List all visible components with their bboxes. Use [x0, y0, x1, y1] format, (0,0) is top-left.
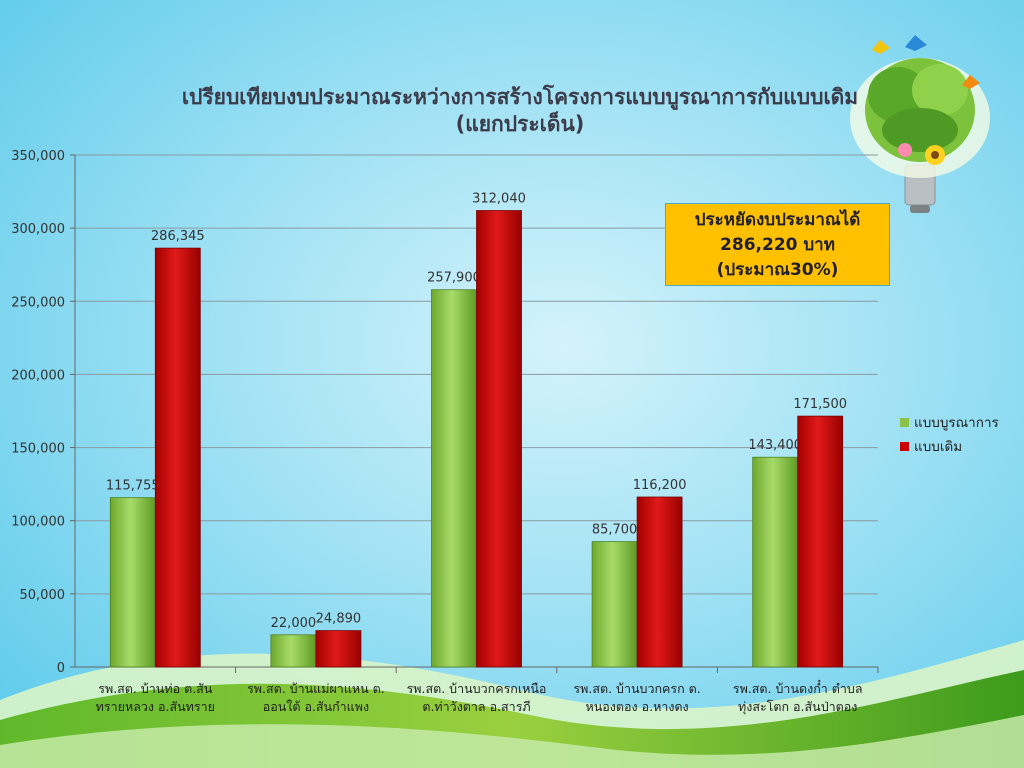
bar-original	[154, 247, 201, 668]
savings-callout-box: ประหยัดงบประมาณได้ 286,220 บาท (ประมาณ30…	[665, 203, 890, 286]
bar-integrated	[591, 541, 638, 668]
chart-title: เปรียบเทียบงบประมาณระหว่างการสร้างโครงกา…	[120, 84, 920, 138]
data-label-original: 171,500	[793, 397, 847, 412]
bar-original	[797, 415, 844, 668]
y-tick-label: 300,000	[11, 222, 65, 237]
legend-swatch-integrated	[900, 417, 909, 427]
data-label-original: 312,040	[472, 192, 526, 207]
data-label-original: 286,345	[151, 229, 205, 244]
category-label: รพ.สต. บ้านบวกครก ต.	[573, 681, 700, 696]
category-label: หนองตอง อ.หางดง	[586, 699, 689, 714]
y-tick-label: 200,000	[11, 368, 65, 383]
category-label: ทุ่งสะโตก อ.สันป่าตอง	[738, 699, 857, 715]
y-tick-label: 100,000	[11, 515, 65, 530]
category-label: ต.ท่าวังตาล อ.สารภี	[422, 699, 530, 714]
y-tick-label: 250,000	[11, 295, 65, 310]
category-label: รพ.สต. บ้านท่อ ต.สัน	[98, 681, 213, 696]
y-tick-label: 150,000	[11, 442, 65, 457]
data-label-integrated: 143,400	[748, 438, 802, 453]
category-label: รพ.สต. บ้านบวกครกเหนือ	[407, 681, 547, 696]
data-label-integrated: 85,700	[592, 523, 638, 538]
category-label: ออนใต้ อ.สันกำแพง	[263, 699, 369, 714]
legend-label-integrated: แบบบูรณาการ	[914, 415, 999, 431]
data-label-original: 116,200	[633, 478, 687, 493]
chart-title-line-2: (แยกประเด็น)	[455, 112, 585, 136]
legend-item-integrated: แบบบูรณาการ	[900, 410, 999, 434]
legend-label-original: แบบเดิม	[914, 439, 963, 455]
bar-integrated	[109, 497, 156, 668]
y-tick-label: 50,000	[20, 588, 66, 603]
chart-title-line-1: เปรียบเทียบงบประมาณระหว่างการสร้างโครงกา…	[181, 85, 859, 109]
y-tick-label: 0	[57, 661, 65, 676]
callout-line-1: ประหยัดงบประมาณได้	[694, 210, 861, 230]
callout-line-2: 286,220 บาท	[720, 235, 835, 255]
data-label-integrated: 257,900	[427, 271, 481, 286]
legend-swatch-original	[900, 441, 909, 451]
legend-item-original: แบบเดิม	[900, 434, 999, 458]
bar-integrated	[752, 456, 799, 668]
category-label: รพ.สต. บ้านดงก๋ำ ตำบล	[733, 679, 863, 696]
bar-original	[476, 210, 522, 668]
category-label: ทรายหลวง อ.สันทราย	[96, 699, 215, 714]
bar-integrated	[270, 634, 317, 668]
data-label-integrated: 22,000	[271, 616, 317, 631]
bar-integrated	[431, 289, 477, 668]
category-label: รพ.สต. บ้านแม่ผาแหน ต.	[247, 681, 385, 696]
bar-original	[636, 496, 683, 668]
legend: แบบบูรณาการ แบบเดิม	[900, 410, 999, 458]
y-tick-label: 350,000	[11, 149, 65, 164]
data-label-original: 24,890	[316, 612, 362, 627]
tree-lightbulb-illustration	[850, 35, 990, 213]
data-label-integrated: 115,755	[106, 479, 160, 494]
bar-original	[315, 630, 362, 668]
callout-line-3: (ประมาณ30%)	[716, 260, 839, 280]
